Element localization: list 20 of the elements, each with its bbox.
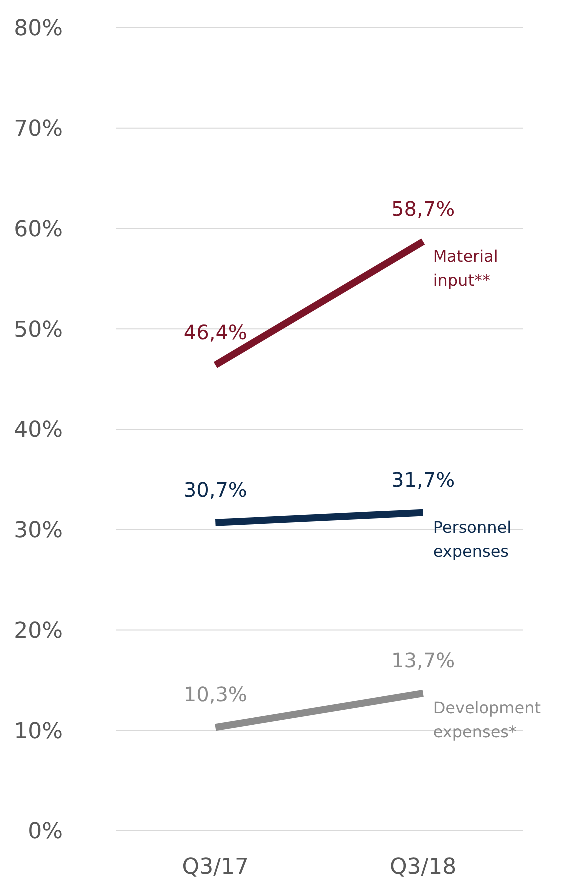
series-label: Material input** bbox=[433, 246, 498, 290]
y-tick-label: 60% bbox=[14, 217, 63, 242]
data-label: 46,4% bbox=[184, 320, 248, 344]
y-tick-label: 40% bbox=[14, 418, 63, 444]
data-label: 13,7% bbox=[392, 648, 456, 672]
y-tick-label: 20% bbox=[14, 618, 63, 644]
x-tick-label: Q3/18 bbox=[390, 855, 457, 878]
y-tick-label: 30% bbox=[14, 518, 63, 544]
y-tick-label: 70% bbox=[14, 117, 63, 142]
x-tick-label: Q3/17 bbox=[182, 855, 250, 878]
series-label: Personnel expenses bbox=[433, 518, 512, 561]
y-tick-label: 0% bbox=[28, 820, 63, 845]
data-label: 31,7% bbox=[392, 468, 456, 492]
series-label: Development expenses* bbox=[433, 698, 542, 742]
data-label: 58,7% bbox=[392, 196, 456, 221]
data-label: 30,7% bbox=[184, 478, 248, 502]
y-tick-label: 80% bbox=[14, 16, 63, 42]
data-label: 10,3% bbox=[184, 682, 248, 707]
y-tick-label: 50% bbox=[14, 318, 63, 343]
y-tick-label: 10% bbox=[14, 719, 63, 744]
